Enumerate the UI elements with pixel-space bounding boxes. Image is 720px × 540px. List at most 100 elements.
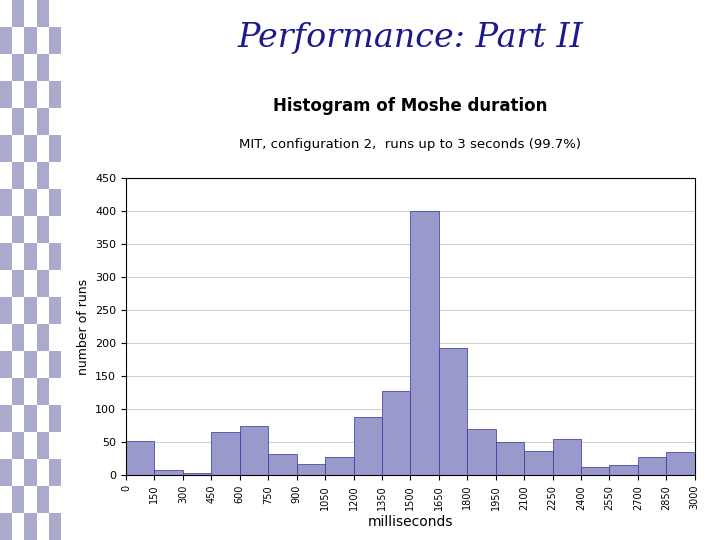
Bar bbox=[49, 54, 61, 81]
Bar bbox=[49, 135, 61, 162]
Bar bbox=[49, 216, 61, 243]
Bar bbox=[49, 243, 61, 270]
Bar bbox=[12, 513, 24, 540]
Bar bbox=[37, 459, 49, 486]
Bar bbox=[37, 162, 49, 189]
Bar bbox=[0, 351, 12, 378]
Bar bbox=[49, 351, 61, 378]
Bar bbox=[37, 351, 49, 378]
Bar bbox=[37, 81, 49, 108]
Bar bbox=[12, 351, 24, 378]
Bar bbox=[12, 27, 24, 54]
Bar bbox=[553, 439, 581, 475]
Bar bbox=[49, 324, 61, 351]
Bar bbox=[0, 108, 12, 135]
Bar bbox=[0, 378, 12, 405]
Bar bbox=[12, 405, 24, 432]
Bar bbox=[297, 464, 325, 475]
Bar bbox=[24, 351, 37, 378]
Bar bbox=[581, 467, 609, 475]
Bar bbox=[12, 0, 24, 27]
Bar bbox=[49, 513, 61, 540]
Bar bbox=[37, 324, 49, 351]
Bar bbox=[49, 27, 61, 54]
Bar bbox=[212, 433, 240, 475]
Bar bbox=[37, 0, 49, 27]
Bar bbox=[0, 459, 12, 486]
Bar bbox=[37, 270, 49, 297]
Bar bbox=[37, 135, 49, 162]
Bar bbox=[49, 81, 61, 108]
Bar bbox=[12, 243, 24, 270]
Bar bbox=[410, 211, 439, 475]
Bar bbox=[0, 54, 12, 81]
Bar bbox=[12, 324, 24, 351]
Bar bbox=[37, 405, 49, 432]
Bar bbox=[37, 432, 49, 459]
Bar bbox=[24, 297, 37, 324]
Bar bbox=[37, 27, 49, 54]
Bar bbox=[49, 378, 61, 405]
Bar bbox=[49, 108, 61, 135]
Bar bbox=[24, 486, 37, 513]
Text: Histogram of Moshe duration: Histogram of Moshe duration bbox=[273, 97, 548, 115]
Bar bbox=[0, 135, 12, 162]
Bar bbox=[37, 297, 49, 324]
Bar bbox=[0, 405, 12, 432]
Bar bbox=[12, 297, 24, 324]
Bar bbox=[12, 459, 24, 486]
Bar bbox=[24, 243, 37, 270]
Bar bbox=[37, 54, 49, 81]
Bar bbox=[354, 417, 382, 475]
Bar bbox=[0, 81, 12, 108]
Bar bbox=[24, 54, 37, 81]
Bar bbox=[0, 324, 12, 351]
Text: Performance: Part II: Performance: Part II bbox=[238, 22, 583, 53]
Bar bbox=[24, 216, 37, 243]
Bar bbox=[0, 216, 12, 243]
Bar bbox=[12, 81, 24, 108]
Bar bbox=[524, 451, 553, 475]
Bar bbox=[0, 297, 12, 324]
Bar bbox=[12, 108, 24, 135]
Bar bbox=[0, 513, 12, 540]
Bar bbox=[49, 297, 61, 324]
Bar bbox=[12, 189, 24, 216]
Bar bbox=[0, 270, 12, 297]
Bar bbox=[268, 454, 297, 475]
Bar bbox=[37, 513, 49, 540]
Bar bbox=[24, 432, 37, 459]
Bar bbox=[0, 27, 12, 54]
Bar bbox=[496, 442, 524, 475]
Bar bbox=[126, 441, 154, 475]
Bar bbox=[24, 324, 37, 351]
Bar bbox=[49, 459, 61, 486]
Bar bbox=[0, 162, 12, 189]
Bar bbox=[37, 216, 49, 243]
Bar bbox=[12, 135, 24, 162]
Bar bbox=[49, 189, 61, 216]
Bar bbox=[12, 432, 24, 459]
Bar bbox=[49, 405, 61, 432]
Bar bbox=[49, 270, 61, 297]
Bar bbox=[49, 432, 61, 459]
Bar bbox=[0, 0, 12, 27]
Y-axis label: number of runs: number of runs bbox=[76, 279, 89, 375]
Bar bbox=[638, 457, 667, 475]
Bar bbox=[24, 378, 37, 405]
Bar bbox=[24, 270, 37, 297]
Bar bbox=[24, 513, 37, 540]
Bar bbox=[37, 486, 49, 513]
Bar bbox=[49, 486, 61, 513]
Bar bbox=[24, 189, 37, 216]
Bar bbox=[183, 473, 212, 475]
Bar bbox=[37, 243, 49, 270]
Bar bbox=[24, 405, 37, 432]
Bar bbox=[12, 270, 24, 297]
Bar bbox=[24, 0, 37, 27]
Bar bbox=[240, 426, 268, 475]
Bar bbox=[12, 54, 24, 81]
Bar bbox=[154, 470, 183, 475]
Bar bbox=[667, 452, 695, 475]
Bar bbox=[49, 0, 61, 27]
